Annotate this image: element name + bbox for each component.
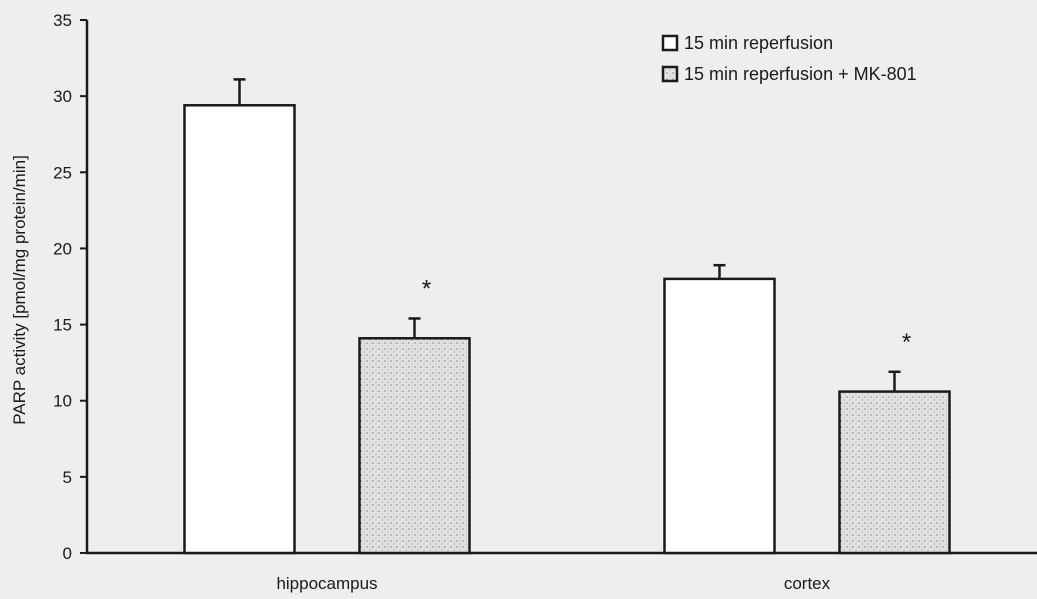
y-axis-title: PARP activity [pmol/mg protein/min]: [10, 155, 29, 425]
bar-cortex-series-1: [663, 277, 776, 555]
bars: **: [183, 78, 951, 555]
significance-asterisk: *: [902, 329, 911, 356]
y-tick-label: 20: [53, 239, 72, 258]
y-tick-label: 5: [63, 468, 72, 487]
category-label: hippocampus: [276, 574, 377, 593]
legend-label: 15 min reperfusion: [684, 33, 833, 53]
bar-cortex-series-2: [838, 390, 951, 555]
bar-hippocampus-series-1: [183, 104, 296, 555]
significance-asterisk: *: [422, 275, 431, 302]
category-label: cortex: [784, 574, 831, 593]
legend: 15 min reperfusion 15 min reperfusion + M…: [661, 33, 917, 84]
category-labels: hippocampus cortex: [276, 574, 830, 593]
y-tick-label: 10: [53, 392, 72, 411]
legend-label: 15 min reperfusion + MK-801: [684, 64, 917, 84]
legend-swatch: [661, 34, 679, 52]
legend-swatch: [661, 65, 679, 83]
y-tick-label: 30: [53, 87, 72, 106]
y-tick-label: 0: [63, 544, 72, 563]
bar-hippocampus-series-2: [358, 337, 471, 555]
y-tick-label: 35: [53, 11, 72, 30]
y-ticks: 0 5 10 15 20 25 30 35: [53, 11, 87, 563]
y-tick-label: 15: [53, 316, 72, 335]
y-tick-label: 25: [53, 163, 72, 182]
